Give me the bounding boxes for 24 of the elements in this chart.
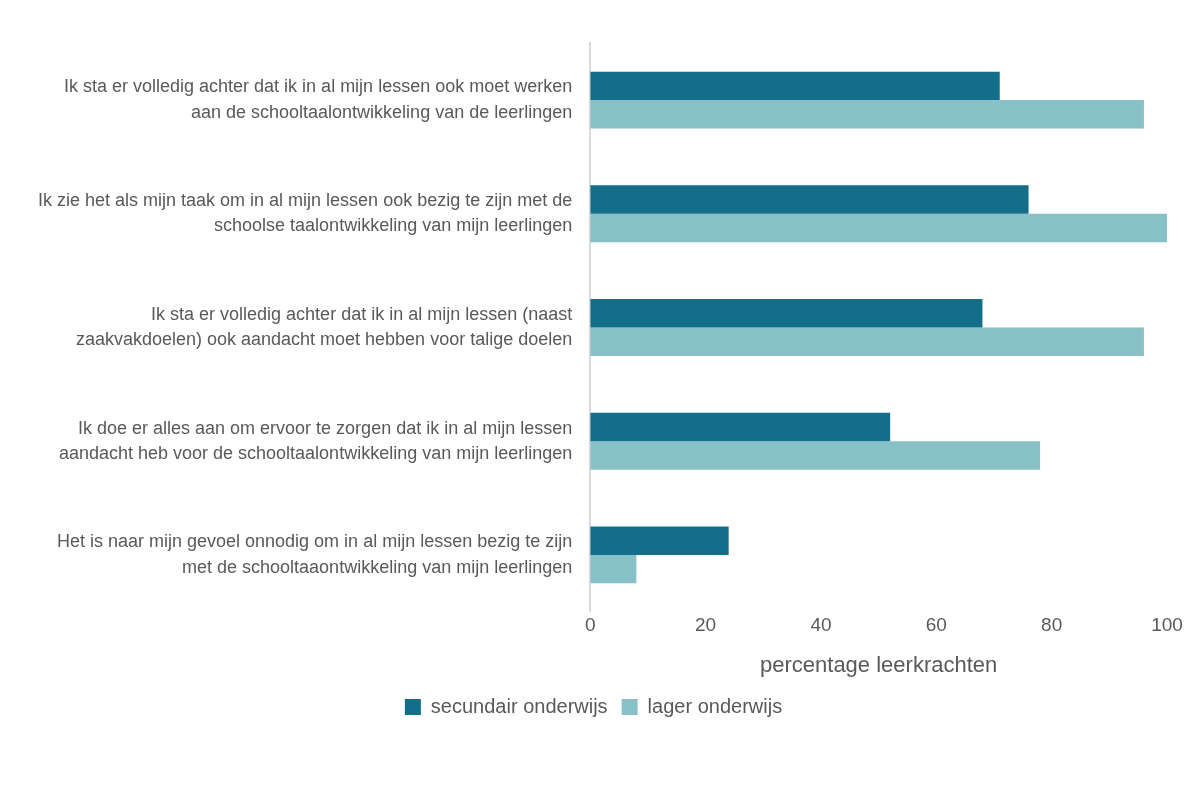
x-tick-label: 0 bbox=[584, 614, 596, 636]
bar bbox=[590, 71, 1000, 101]
bar bbox=[590, 554, 637, 584]
bar bbox=[590, 441, 1041, 470]
x-tick-label: 20 bbox=[695, 614, 717, 636]
y-tick-label: Ik sta er volledig achter dat ik in al mijn lessen ook moet werken aan de schooltaalontwikkeling van de leerlingen bbox=[63, 76, 573, 122]
x-tick-label: 100 bbox=[1151, 614, 1183, 636]
y-tick-label: Ik doe er alles aan om ervoor te zorgen dat ik in al mijn lessen aandacht heb voor de schooltaalontwikkeling van mijn leerlingen bbox=[58, 417, 573, 463]
legend-label: secundair onderwijs bbox=[430, 694, 608, 717]
bar bbox=[590, 185, 1029, 214]
x-tick-label: 60 bbox=[925, 614, 947, 636]
bar bbox=[590, 100, 1144, 129]
x-tick-label: 40 bbox=[810, 614, 832, 636]
bar bbox=[590, 213, 1167, 243]
bar bbox=[590, 526, 729, 555]
y-tick-label: Ik sta er volledig achter dat ik in al mijn lessen (naast zaakvakdoelen) ook aandacht moet hebben voor talige doelen bbox=[75, 303, 573, 350]
legend-label: lager onderwijs bbox=[647, 694, 783, 717]
x-tick-label: 80 bbox=[1041, 614, 1063, 636]
bar bbox=[590, 299, 983, 328]
bar bbox=[590, 327, 1144, 356]
x-axis-title: percentage leerkrachten bbox=[759, 651, 998, 677]
y-tick-label: Het is naar mijn gevoel onnodig om in al mijn lessen bezig te zijn met de schooltaaontwikkeling van mijn leerlingen bbox=[56, 531, 573, 577]
y-tick-label: Ik zie het als mijn taak om in al mijn lessen ook bezig te zijn met de schoolse taalontwikkeling van mijn leerlingen bbox=[37, 190, 573, 236]
bar bbox=[590, 412, 891, 442]
